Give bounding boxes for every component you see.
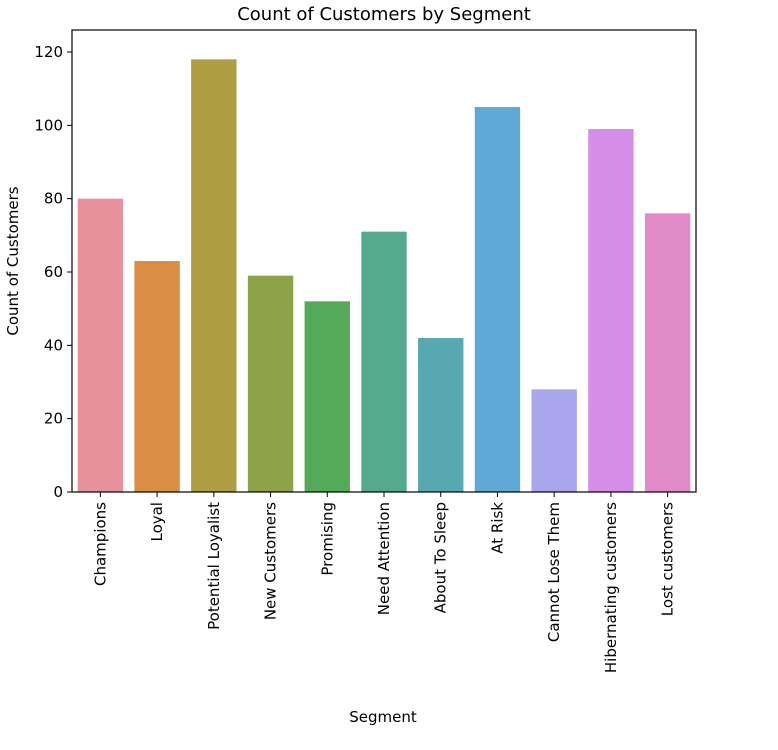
bar-cannot-lose-them: [531, 389, 577, 492]
x-axis-label: Segment: [349, 708, 417, 726]
x-tick-label: Cannot Lose Them: [545, 502, 563, 642]
bar-need-attention: [361, 231, 407, 492]
y-axis: 0 20 40 60 80 100 120: [34, 43, 72, 501]
y-tick-label: 40: [44, 336, 63, 354]
x-tick-label: Potential Loyalist: [205, 502, 223, 630]
x-tick-label: At Risk: [488, 502, 506, 554]
x-tick-label: New Customers: [262, 502, 280, 620]
bar-at-risk: [474, 107, 521, 492]
plot-frame: [71, 29, 697, 493]
y-tick-label: 120: [34, 43, 63, 61]
x-tick-label: Promising: [318, 502, 336, 576]
x-tick-label: Loyal: [148, 502, 166, 542]
bar-about-to-sleep: [418, 338, 464, 492]
bar-loyal: [134, 261, 180, 492]
x-tick-label: Lost customers: [659, 502, 677, 616]
x-tick-label: Hibernating customers: [602, 502, 620, 673]
bar-new-customers: [247, 275, 294, 492]
y-axis-label: Count of Customers: [4, 186, 22, 335]
x-tick-label: Champions: [91, 502, 109, 586]
x-axis: Champions Loyal Potential Loyalist New Cust…: [91, 492, 677, 673]
bars-group: [77, 59, 691, 493]
y-tick-label: 100: [34, 116, 63, 134]
bar-promising: [304, 301, 350, 492]
y-tick-label: 20: [44, 410, 63, 428]
bar-hibernating-customers: [588, 129, 634, 492]
x-tick-label: About To Sleep: [432, 502, 450, 613]
bar-champions: [77, 198, 124, 492]
chart-title: Count of Customers by Segment: [237, 4, 531, 25]
bar-lost-customers: [644, 213, 691, 493]
x-tick-label: Need Attention: [375, 502, 393, 615]
bar-potential-loyalist: [191, 59, 237, 492]
y-tick-label: 80: [44, 190, 63, 208]
y-tick-label: 0: [53, 483, 63, 501]
y-tick-label: 60: [44, 263, 63, 281]
